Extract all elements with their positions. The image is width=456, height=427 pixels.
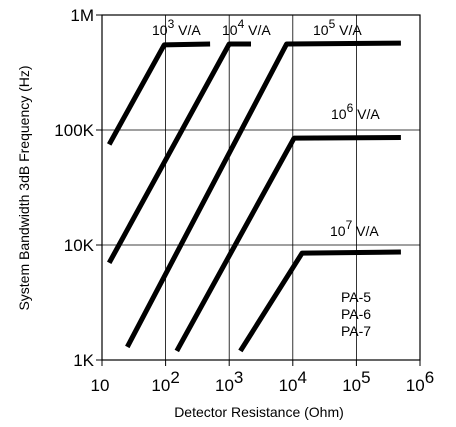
series-labels: 103 V/A 104 V/A 105 V/A 106 V/A 107 V/A	[152, 17, 380, 239]
x-tick-label-0: 10	[91, 376, 110, 395]
note-line-1: PA-5	[341, 289, 371, 305]
series-label-4: 106 V/A	[331, 101, 380, 122]
x-tick-label-3: 104	[279, 368, 307, 395]
series-line-1	[107, 41, 211, 146]
series-line-3	[125, 40, 401, 349]
x-axis-ticks: 10 102 103 104 105 106	[91, 360, 434, 395]
y-tick-label-1: 10K	[64, 236, 95, 255]
series-line-2	[107, 41, 251, 265]
y-axis-ticks: 1K 10K 100K 1M	[54, 6, 102, 370]
y-tick-label-3: 1M	[70, 6, 94, 25]
x-tick-label-5: 106	[406, 368, 434, 395]
y-axis-title: System Bandwidth 3dB Frequency (Hz)	[16, 65, 32, 310]
y-tick-label-0: 1K	[73, 351, 94, 370]
note-line-3: PA-7	[341, 323, 371, 339]
series-label-2: 104 V/A	[222, 17, 271, 38]
y-tick-label-2: 100K	[54, 121, 94, 140]
series-line-5	[238, 249, 401, 353]
series-line-4	[174, 135, 401, 353]
x-axis-title: Detector Resistance (Ohm)	[174, 404, 344, 420]
x-tick-label-2: 103	[215, 368, 243, 395]
series-label-3: 105 V/A	[313, 17, 362, 38]
plot-frame	[101, 14, 421, 361]
series-label-1: 103 V/A	[152, 17, 201, 38]
device-note: PA-5 PA-6 PA-7	[341, 289, 371, 339]
note-line-2: PA-6	[341, 306, 371, 322]
x-tick-label-4: 105	[342, 368, 370, 395]
x-tick-label-1: 102	[151, 368, 179, 395]
series-label-5: 107 V/A	[330, 218, 379, 239]
grid	[102, 15, 420, 360]
series-lines	[107, 40, 401, 353]
